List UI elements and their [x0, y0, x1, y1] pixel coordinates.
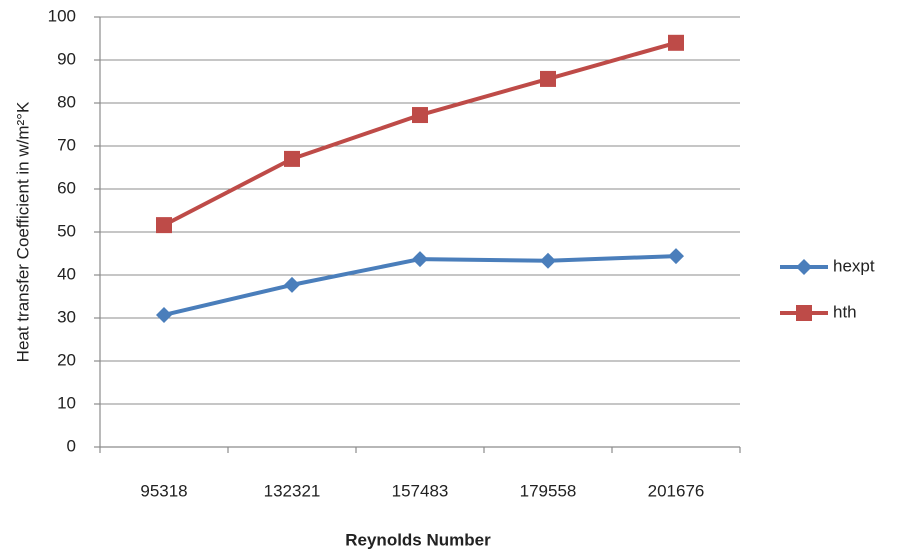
y-tick-label: 30 [57, 307, 76, 326]
x-tick-label: 132321 [264, 481, 321, 500]
x-tick-label: 157483 [392, 481, 449, 500]
y-tick-label: 10 [57, 393, 76, 412]
data-point [412, 251, 428, 268]
data-point [156, 306, 172, 323]
data-point [668, 248, 684, 265]
legend-label: hth [833, 302, 857, 321]
x-tick-label: 95318 [140, 481, 187, 500]
y-tick-label: 50 [57, 221, 76, 240]
y-tick-label: 90 [57, 49, 76, 68]
data-point [156, 217, 172, 234]
y-tick-label: 100 [48, 6, 76, 25]
x-axis-title: Reynolds Number [345, 530, 491, 549]
x-tick-label: 179558 [520, 481, 577, 500]
series-line [163, 40, 677, 227]
y-tick-label: 70 [57, 135, 76, 154]
data-point [412, 107, 428, 124]
y-axis-title: Heat transfer Coefficient in w/m²°K [13, 101, 32, 362]
legend-label: hexpt [833, 256, 875, 275]
y-tick-label: 20 [57, 350, 76, 369]
data-point [540, 252, 556, 269]
legend-marker [796, 305, 812, 321]
data-point [668, 34, 684, 51]
y-tick-label: 60 [57, 178, 76, 197]
y-tick-label: 80 [57, 92, 76, 111]
data-point [284, 150, 300, 167]
data-point [540, 70, 556, 87]
y-tick-label: 40 [57, 264, 76, 283]
x-tick-label: 201676 [648, 481, 705, 500]
y-tick-label: 0 [67, 436, 76, 455]
data-point [284, 276, 300, 293]
legend-marker [796, 259, 812, 275]
